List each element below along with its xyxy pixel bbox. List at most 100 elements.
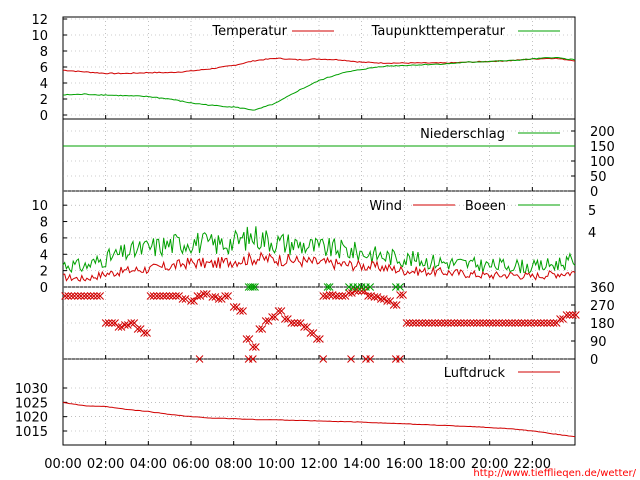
direction-marker	[332, 292, 340, 300]
y-tick-label: 10	[31, 29, 48, 44]
direction-marker	[61, 292, 69, 300]
direction-marker	[140, 329, 148, 337]
direction-marker	[70, 292, 79, 300]
direction-marker	[83, 292, 92, 300]
direction-marker	[195, 355, 204, 363]
direction-marker	[508, 319, 516, 327]
direction-marker	[325, 283, 334, 291]
direction-marker	[418, 319, 427, 327]
direction-marker	[399, 291, 407, 299]
direction-marker	[255, 325, 264, 333]
direction-marker	[488, 319, 497, 327]
footer-url[interactable]: http://www.tiefflieqen.de/wetter/	[473, 468, 636, 479]
y-tick-label: 2	[40, 265, 48, 280]
direction-marker	[208, 293, 217, 301]
y-tick-label: 1020	[15, 411, 48, 426]
direction-marker	[214, 295, 223, 303]
x-tick-label: 10:00	[258, 457, 295, 472]
x-tick-label: 06:00	[172, 457, 209, 472]
direction-marker	[178, 295, 187, 303]
direction-marker	[543, 319, 552, 327]
direction-marker	[287, 319, 296, 327]
direction-marker	[202, 290, 211, 298]
right-tick-label: 5	[588, 204, 596, 219]
direction-marker	[364, 292, 372, 300]
direction-marker	[540, 319, 548, 327]
direction-marker	[501, 319, 510, 327]
y-tick-label: 0	[40, 109, 48, 124]
direction-marker	[187, 297, 195, 305]
x-tick-label: 22:00	[514, 457, 551, 472]
direction-marker	[537, 319, 545, 327]
direction-marker	[463, 319, 471, 327]
direction-marker	[405, 319, 414, 327]
direction-marker	[108, 319, 116, 327]
direction-marker	[232, 303, 241, 311]
direction-marker	[159, 292, 168, 300]
direction-marker	[328, 291, 337, 299]
x-tick-label: 00:00	[44, 457, 81, 472]
direction-marker	[482, 319, 491, 327]
direction-marker	[396, 283, 404, 291]
legend-label: Taupunkttemperatur	[371, 24, 506, 39]
direction-marker	[373, 293, 382, 301]
direction-marker	[101, 319, 110, 327]
direction-marker	[377, 295, 385, 303]
direction-marker	[136, 325, 145, 333]
direction-marker	[96, 292, 104, 300]
y-tick-label: 1025	[15, 396, 48, 411]
direction-marker	[133, 325, 142, 333]
direction-marker	[196, 292, 205, 300]
direction-marker	[572, 311, 580, 319]
direction-marker	[190, 297, 198, 305]
direction-marker	[290, 319, 299, 327]
direction-marker	[511, 319, 520, 327]
direction-marker	[80, 292, 89, 300]
direction-marker	[93, 292, 101, 300]
y-tick-label: 6	[40, 232, 48, 247]
direction-marker	[565, 311, 574, 319]
direction-marker	[380, 295, 388, 303]
direction-marker	[114, 323, 123, 331]
x-tick-label: 02:00	[87, 457, 124, 472]
direction-marker	[389, 301, 398, 309]
y-tick-label: 0	[590, 185, 598, 200]
direction-marker	[345, 289, 353, 297]
direction-marker	[347, 355, 355, 363]
direction-marker	[366, 355, 375, 363]
direction-marker	[303, 323, 311, 331]
direction-marker	[300, 323, 308, 331]
direction-marker	[249, 283, 257, 291]
x-tick-label: 20:00	[471, 457, 508, 472]
direction-marker	[396, 355, 404, 363]
direction-marker	[199, 290, 208, 298]
direction-marker	[149, 292, 158, 300]
direction-marker	[392, 301, 401, 309]
direction-marker	[569, 311, 577, 319]
direction-marker	[556, 315, 564, 323]
y-tick-label: 12	[31, 13, 48, 28]
direction-marker	[261, 317, 270, 325]
y-tick-label: 10	[31, 199, 48, 214]
y-tick-label: 100	[590, 155, 615, 170]
direction-marker	[143, 329, 151, 337]
direction-marker	[546, 319, 555, 327]
direction-marker	[533, 319, 542, 327]
direction-marker	[441, 319, 449, 327]
series-line	[63, 57, 576, 111]
x-tick-label: 16:00	[386, 457, 423, 472]
direction-marker	[421, 319, 430, 327]
direction-marker	[172, 292, 180, 300]
direction-marker	[447, 319, 456, 327]
direction-marker	[351, 287, 360, 295]
direction-marker	[117, 323, 126, 331]
direction-marker	[437, 319, 446, 327]
y-tick-label: 90	[590, 335, 607, 350]
direction-marker	[296, 319, 305, 327]
direction-marker	[229, 303, 238, 311]
y-tick-label: 4	[40, 77, 48, 92]
direction-marker	[466, 319, 475, 327]
legend-label: Niederschlag	[420, 127, 505, 142]
direction-marker	[284, 315, 292, 323]
